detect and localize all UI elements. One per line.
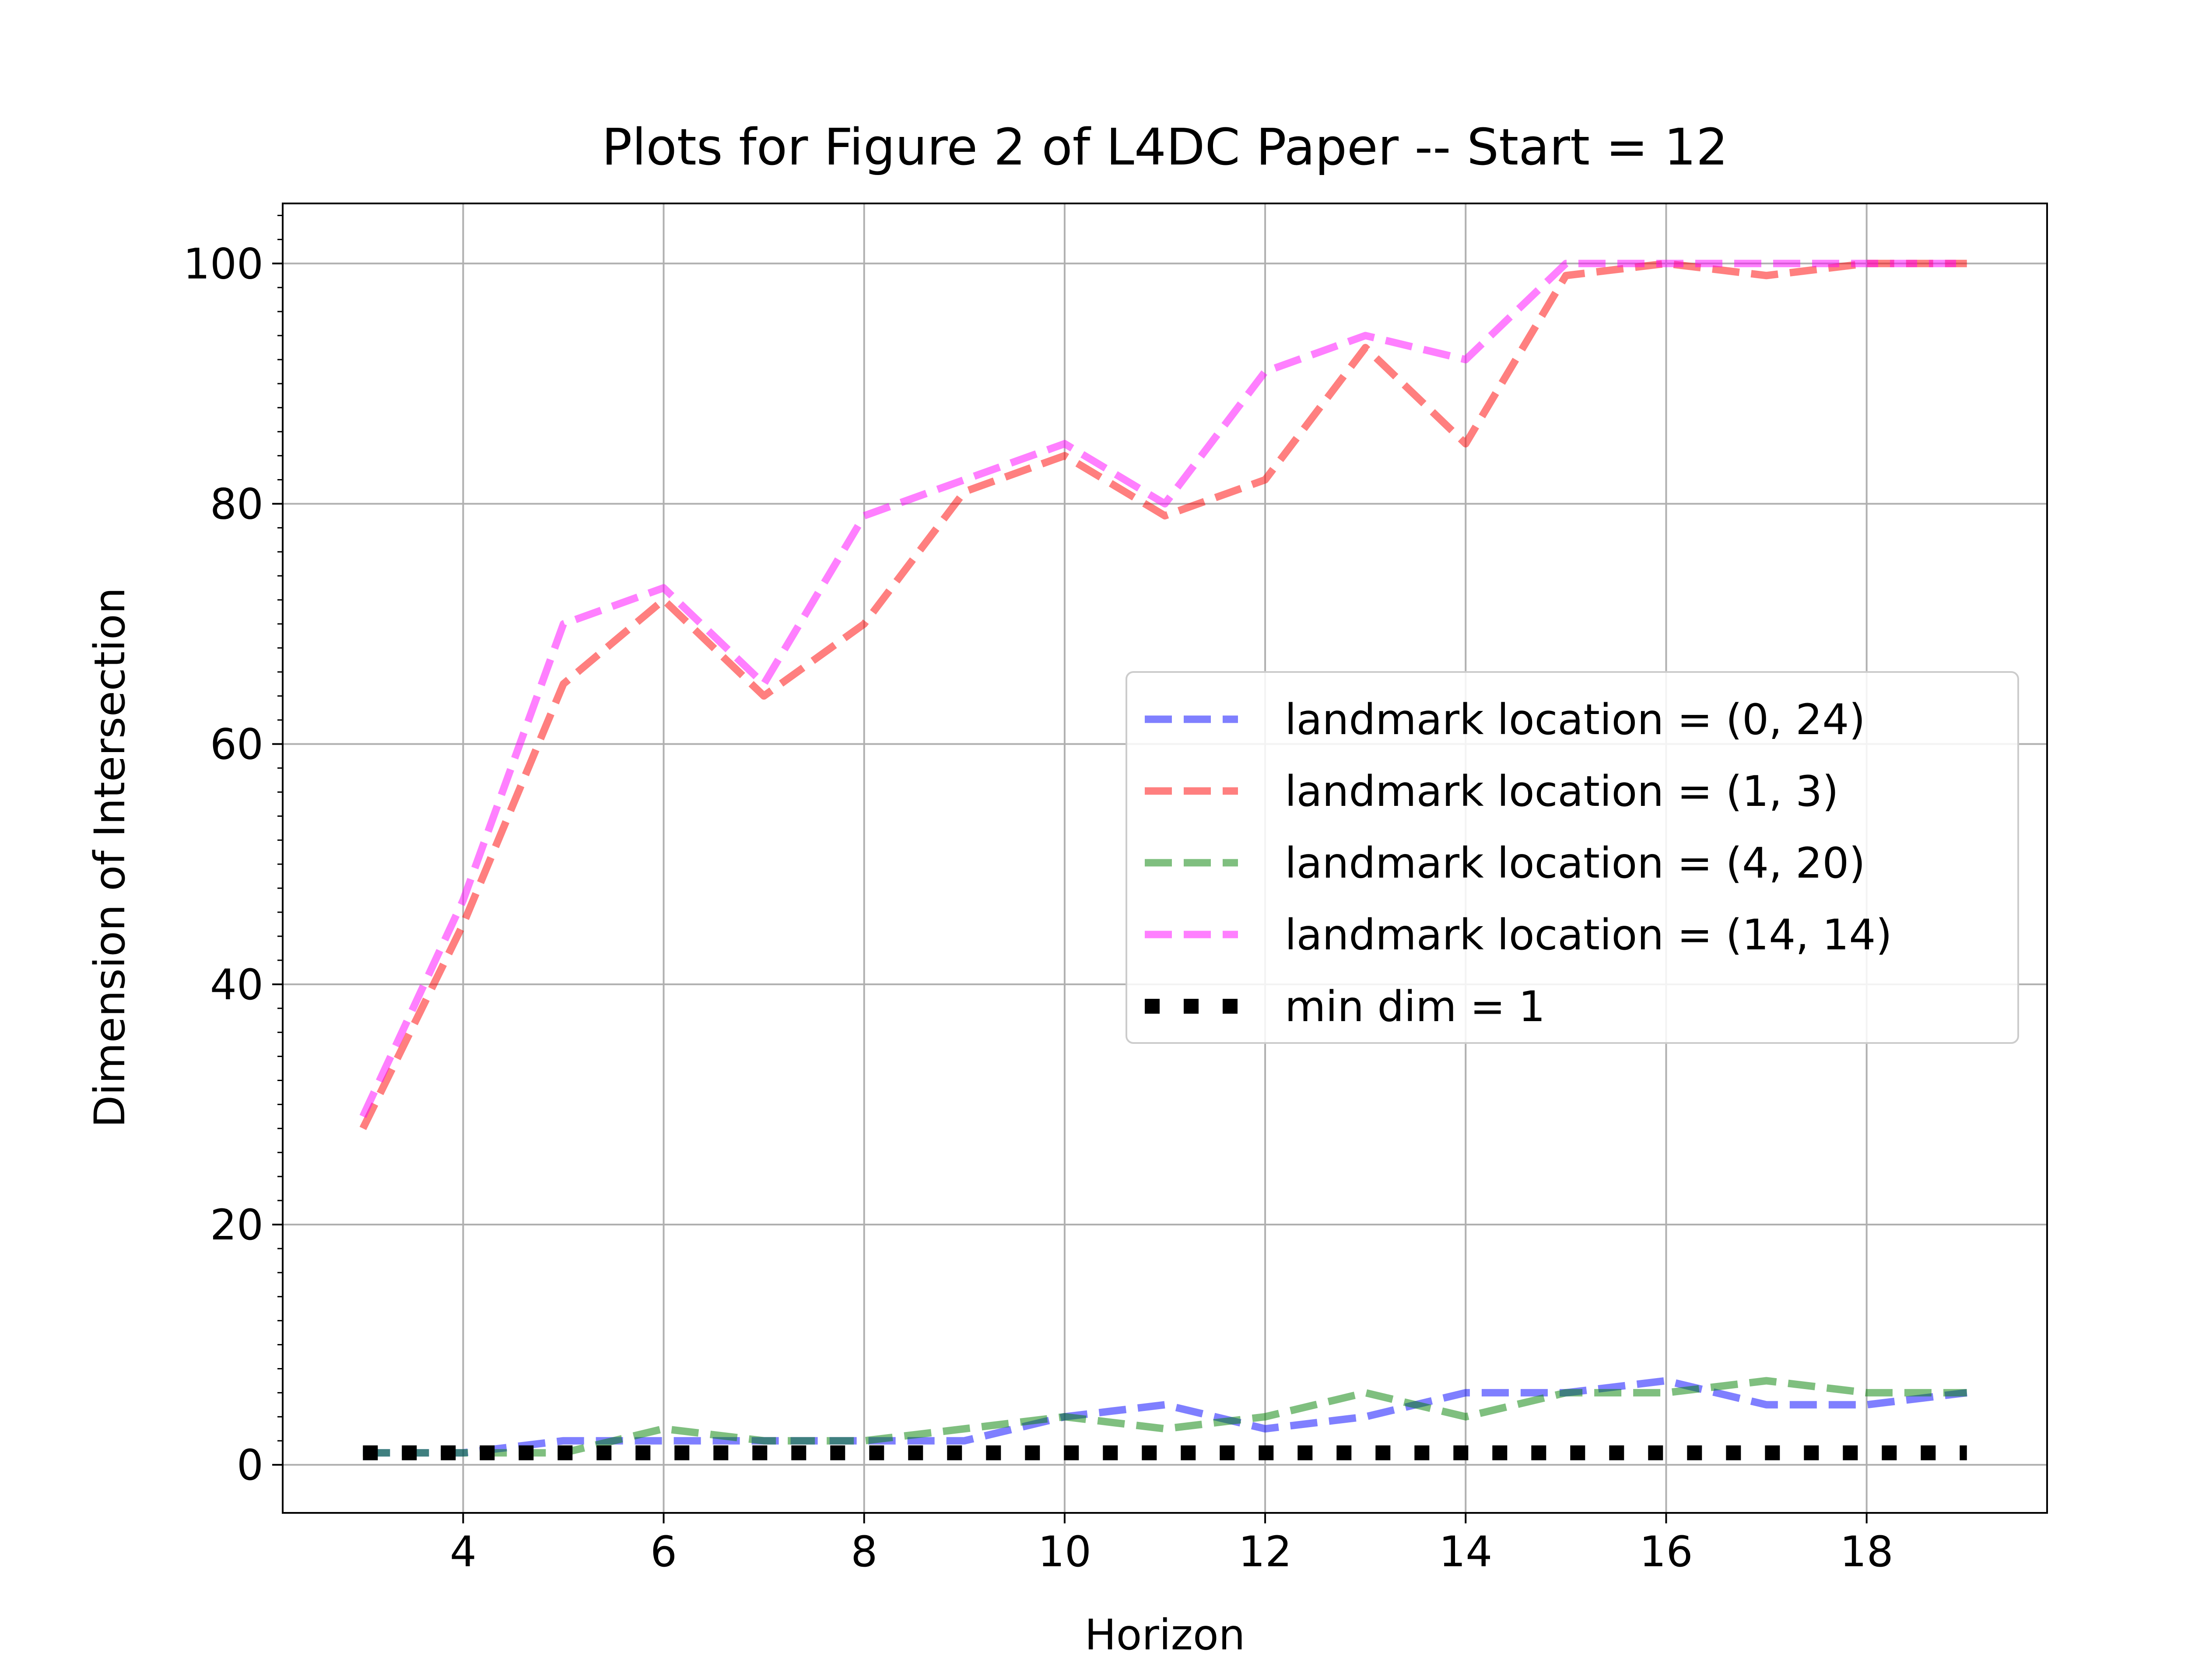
x-tick-label: 16	[1639, 1527, 1693, 1576]
y-tick-label: 80	[210, 480, 263, 528]
plot-area-frame	[282, 203, 2048, 1514]
y-tick-label: 100	[183, 239, 263, 288]
y-tick-label: 20	[210, 1200, 263, 1250]
legend: landmark location = (0, 24) landmark loca…	[1126, 671, 2019, 1044]
y-axis-label: Dimension of Intersection	[85, 588, 134, 1128]
x-tick-label: 18	[1840, 1527, 1893, 1576]
legend-label: landmark location = (4, 20)	[1285, 839, 1865, 888]
x-tick-label: 10	[1038, 1527, 1091, 1576]
x-axis-label: Horizon	[1084, 1610, 1245, 1659]
legend-label: min dim = 1	[1285, 982, 1545, 1031]
series-line-1	[363, 1377, 1967, 1457]
legend-label: landmark location = (0, 24)	[1285, 695, 1865, 744]
x-tick-label: 6	[650, 1527, 677, 1576]
x-tick-label: 14	[1439, 1527, 1492, 1576]
y-tick-label: 0	[237, 1441, 263, 1490]
legend-box	[1126, 671, 2019, 1044]
series-lines	[359, 259, 1967, 1460]
legend-label: landmark location = (14, 14)	[1285, 910, 1892, 959]
y-tick-label: 40	[210, 960, 263, 1009]
chart-title: Plots for Figure 2 of L4DC Paper -- Star…	[602, 118, 1728, 177]
x-tick-label: 8	[851, 1527, 877, 1576]
x-tick-label: 12	[1238, 1527, 1292, 1576]
legend-label: landmark location = (1, 3)	[1285, 767, 1839, 816]
axis-ticks: 4 6 8 10 12 14 16 18 0 20 40 60 80 100	[183, 214, 1893, 1576]
x-tick-label: 4	[450, 1527, 477, 1576]
series-line-2	[359, 259, 1967, 1130]
y-tick-label: 60	[210, 720, 263, 769]
series-line-4	[359, 259, 1967, 1118]
